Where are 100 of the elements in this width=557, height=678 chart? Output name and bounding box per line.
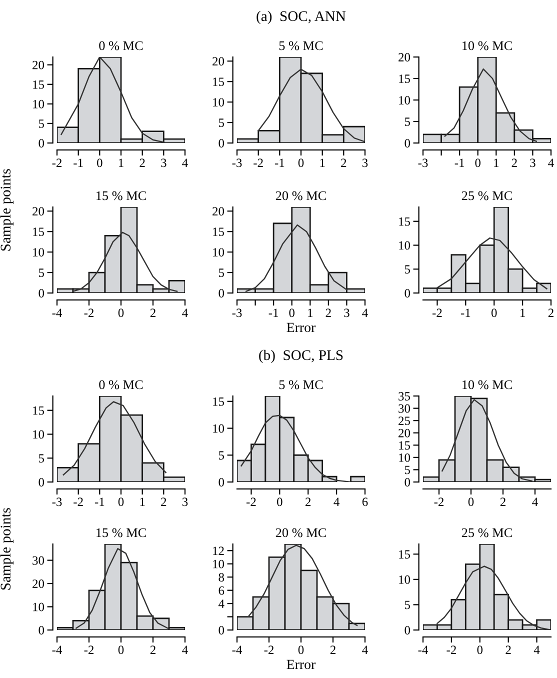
- y-tick-label: 20: [212, 207, 224, 216]
- y-tick-label: 6: [218, 586, 224, 595]
- y-tick-label: 0: [218, 626, 224, 634]
- y-tick-label: 15: [33, 80, 44, 89]
- y-tick-label: 25: [398, 416, 410, 426]
- chart-title: 20 % MC: [276, 528, 326, 538]
- x-tick-label: 0: [298, 158, 304, 168]
- y-tick-label: 10: [399, 575, 410, 584]
- x-tick-label: 0: [118, 308, 124, 318]
- chart-title: 5 % MC: [279, 41, 323, 50]
- y-tick-label: 8: [218, 573, 224, 582]
- x-tick-label: -2: [84, 646, 94, 654]
- x-tick-label: 4: [334, 498, 340, 506]
- x-tick-label: -2: [264, 646, 274, 654]
- x-tick-label: 1: [520, 308, 525, 317]
- y-tick-label: 0: [218, 289, 224, 298]
- x-tick-label: -2: [432, 308, 442, 317]
- x-tick-label: -2: [84, 308, 94, 317]
- x-tick-label: 3: [530, 158, 536, 168]
- x-axis-title: Error: [286, 322, 316, 332]
- x-tick-label: 3: [161, 158, 166, 168]
- x-tick-label: -1: [460, 308, 470, 317]
- y-tick-label: 10: [33, 248, 44, 257]
- x-tick-label: 2: [330, 646, 336, 654]
- y-tick-label: 15: [213, 397, 224, 406]
- x-tick-label: 0: [475, 158, 481, 168]
- y-axis-title: Sample points: [0, 508, 14, 590]
- y-tick-label: 4: [218, 600, 224, 608]
- x-tick-label: 0: [289, 308, 295, 318]
- x-tick-label: -3: [52, 498, 62, 506]
- x-tick-label: 4: [534, 646, 540, 654]
- x-tick-label: 2: [500, 498, 506, 506]
- x-tick-label: -2: [446, 646, 456, 654]
- x-tick-label: -3: [418, 158, 428, 168]
- x-tick-label: -4: [52, 308, 62, 317]
- line-series: [258, 68, 365, 142]
- x-tick-label: 0: [477, 646, 483, 654]
- chart-title: 25 % MC: [462, 191, 512, 200]
- y-tick-label: 12: [213, 546, 224, 555]
- y-tick-label: 20: [32, 60, 44, 70]
- x-tick-label: 2: [140, 158, 145, 167]
- y-tick-label: 15: [213, 228, 224, 236]
- y-tick-label: 0: [38, 289, 44, 298]
- x-tick-label: 0: [118, 498, 124, 506]
- x-tick-label: 0: [468, 498, 474, 506]
- y-tick-label: 15: [33, 228, 44, 236]
- y-tick-label: 15: [399, 74, 410, 83]
- y-tick-label: 10: [213, 98, 224, 107]
- x-tick-label: 1: [118, 158, 124, 167]
- x-tick-label: 0: [277, 498, 282, 506]
- x-tick-label: -4: [232, 646, 242, 654]
- y-tick-label: 15: [33, 406, 44, 415]
- y-tick-label: 0: [404, 478, 410, 486]
- x-tick-label: -3: [232, 158, 242, 168]
- y-tick-label: 5: [404, 600, 410, 610]
- chart-title: 0 % MC: [99, 380, 143, 390]
- y-tick-label: 0: [404, 289, 410, 298]
- y-tick-label: 5: [38, 454, 44, 463]
- x-tick-label: 2: [306, 498, 311, 506]
- y-tick-label: 0: [38, 139, 44, 148]
- y-tick-label: 10: [399, 241, 410, 250]
- chart-title: 0 % MC: [99, 41, 143, 50]
- x-tick-label: -1: [74, 158, 83, 167]
- x-tick-label: 1: [320, 158, 325, 167]
- x-tick-label: 3: [362, 158, 368, 168]
- y-tick-label: 20: [212, 57, 224, 66]
- x-tick-label: -1: [268, 308, 278, 317]
- y-tick-label: 10: [213, 248, 224, 257]
- y-tick-label: 15: [399, 217, 410, 226]
- y-tick-label: 0: [404, 139, 410, 148]
- x-tick-label: 4: [532, 498, 538, 506]
- x-tick-label: -1: [274, 158, 284, 167]
- x-tick-label: 0: [491, 308, 497, 318]
- y-tick-label: 5: [404, 466, 410, 474]
- chart-title: 25 % MC: [462, 528, 512, 538]
- x-tick-label: 2: [161, 498, 166, 506]
- y-tick-label: 15: [399, 550, 410, 559]
- y-axis-title: Sample points: [0, 169, 14, 251]
- chart-title: 20 % MC: [276, 191, 326, 200]
- y-tick-label: 30: [32, 556, 44, 565]
- x-tick-label: -2: [434, 498, 444, 506]
- x-tick-label: 2: [548, 308, 554, 317]
- chart-title: 15 % MC: [96, 191, 146, 200]
- x-tick-label: 2: [512, 158, 517, 167]
- text: (a) SOC, ANN: [256, 10, 346, 24]
- x-tick-label: 4: [362, 308, 368, 317]
- x-tick-label: 0: [118, 646, 124, 654]
- x-tick-label: 2: [150, 646, 156, 654]
- y-tick-label: 5: [38, 268, 44, 277]
- y-tick-label: 0: [218, 139, 224, 148]
- x-tick-label: 2: [341, 158, 346, 167]
- x-tick-label: 0: [97, 158, 102, 168]
- x-tick-label: 1: [494, 158, 499, 167]
- x-tick-label: 4: [548, 158, 554, 167]
- x-tick-label: 2: [326, 308, 331, 317]
- y-tick-label: 5: [218, 268, 224, 277]
- x-tick-label: -2: [74, 498, 83, 506]
- x-tick-label: 2: [506, 646, 511, 654]
- chart-title: 10 % MC: [462, 380, 512, 390]
- x-tick-label: 0: [298, 646, 304, 654]
